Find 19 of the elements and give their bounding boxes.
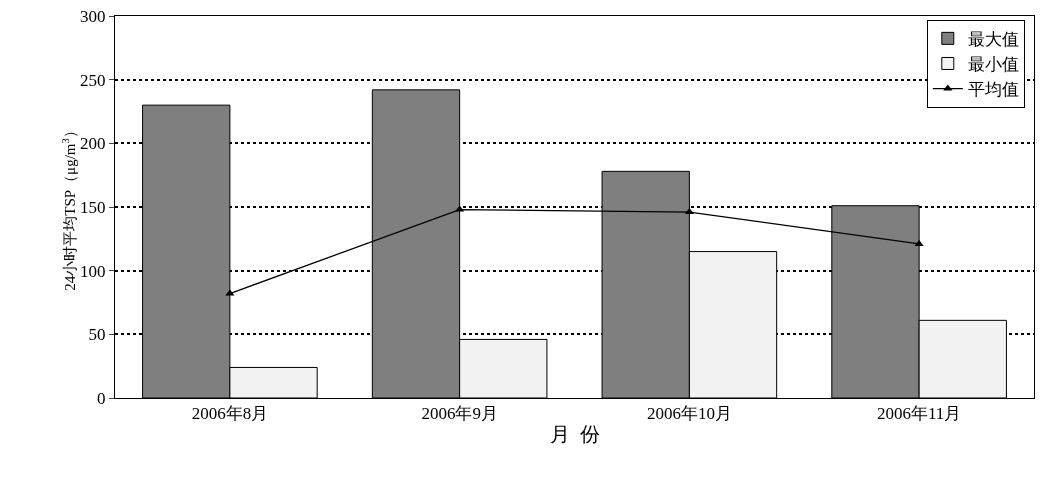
x-tick-label: 2006年11月 <box>876 404 962 424</box>
y-tick-label: 100 <box>80 261 106 281</box>
point <box>225 289 235 296</box>
x-axis-title: 月 份 <box>549 422 600 445</box>
y-tick-label: 300 <box>80 6 106 26</box>
y-tick-label: 50 <box>88 325 106 345</box>
x-tick-label: 2006年10月 <box>646 404 732 424</box>
legend-label: 最大值 <box>967 30 1019 49</box>
y-tick-label: 250 <box>80 70 106 90</box>
point <box>684 208 694 215</box>
x-tick-label: 2006年8月 <box>191 404 269 424</box>
y-tick-label: 150 <box>80 197 106 217</box>
legend-label: 最小值 <box>967 55 1019 75</box>
y-tick-label: 200 <box>80 134 106 154</box>
y-tick-label: 0 <box>97 388 106 408</box>
legend-label: 平均值 <box>967 80 1019 100</box>
x-tick-label: 2006年9月 <box>421 404 498 424</box>
point <box>455 205 465 212</box>
point <box>914 239 924 246</box>
